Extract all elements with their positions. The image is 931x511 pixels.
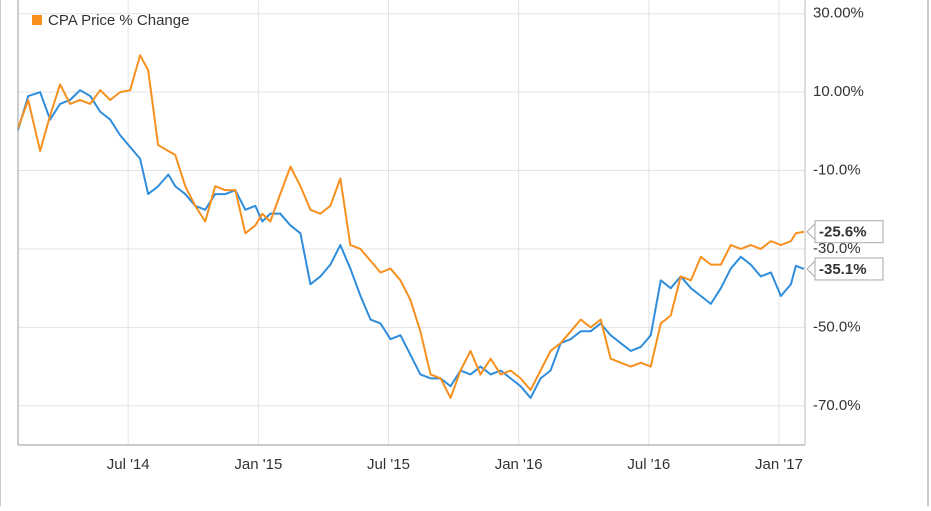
legend-label: CPA Price % Change (48, 12, 189, 29)
x-tick-label: Jul '14 (107, 456, 150, 473)
y-tick-label: -10.0% (813, 162, 861, 179)
x-tick-label: Jan '15 (234, 456, 282, 473)
lines (17, 54, 805, 399)
end-label-box (814, 220, 884, 244)
end-label: -25.6% (819, 224, 867, 241)
y-tick-label: -30.0% (813, 240, 861, 257)
y-tick-label: -50.0% (813, 318, 861, 335)
legend: CPA Price % Change (32, 12, 189, 29)
x-tick-label: Jan '16 (495, 456, 543, 473)
end-label: -35.1% (819, 261, 867, 278)
x-tick-label: Jul '15 (367, 456, 410, 473)
end-label-box (814, 257, 884, 281)
series-line (17, 54, 805, 399)
legend-swatch (32, 15, 42, 25)
y-tick-label: 30.00% (813, 5, 864, 22)
y-tick-label: -70.0% (813, 397, 861, 414)
series-line (17, 89, 805, 399)
x-tick-label: Jan '17 (755, 456, 803, 473)
y-tick-label: 10.00% (813, 83, 864, 100)
grid (18, 0, 805, 445)
x-tick-label: Jul '16 (627, 456, 670, 473)
